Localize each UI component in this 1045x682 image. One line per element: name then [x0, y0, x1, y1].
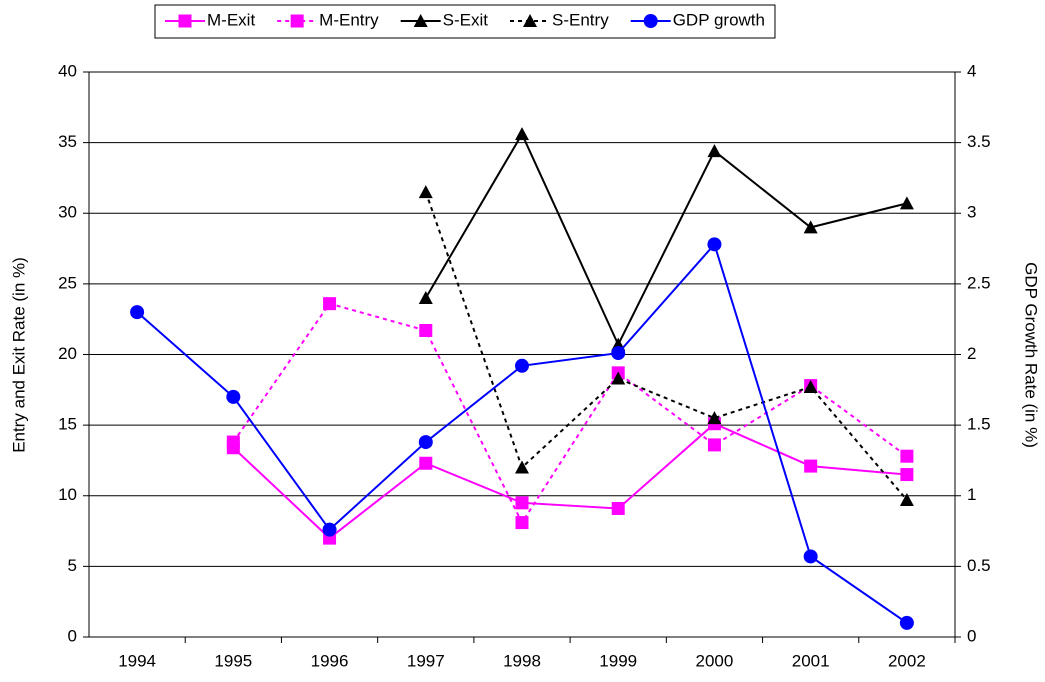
- legend: M-Exit M-Entry S-Exit S-Entry GDP growth: [154, 4, 776, 39]
- marker: [803, 220, 818, 234]
- x-tick-label: 1998: [503, 651, 541, 670]
- y-tick-label: 5: [68, 556, 77, 575]
- x-tick-label: 2001: [792, 651, 830, 670]
- marker: [413, 14, 428, 27]
- marker: [611, 371, 626, 385]
- x-tick-label: 1995: [214, 651, 252, 670]
- legend-label: S-Exit: [443, 10, 489, 29]
- x-tick-label: 1999: [599, 651, 637, 670]
- legend-label: S-Entry: [552, 10, 609, 29]
- marker: [419, 323, 433, 337]
- marker: [707, 411, 722, 425]
- y-tick-label: 25: [58, 273, 77, 292]
- y2-axis-label: GDP Growth Rate (in %): [1022, 262, 1041, 448]
- y-tick-label: 20: [58, 344, 77, 363]
- series-line: [232, 422, 907, 540]
- marker: [611, 346, 626, 361]
- marker: [418, 185, 433, 199]
- marker: [130, 305, 145, 320]
- y-tick-label: 0: [68, 626, 77, 645]
- y2-tick-label: 0: [967, 626, 976, 645]
- y2-tick-label: 3.5: [967, 132, 991, 151]
- marker: [515, 496, 529, 510]
- marker: [418, 291, 433, 304]
- y2-tick-label: 1.5: [967, 415, 991, 434]
- marker: [515, 358, 529, 373]
- y2-tick-label: 2: [967, 344, 976, 363]
- x-tick-label: 2000: [696, 651, 734, 670]
- marker: [419, 456, 433, 470]
- legend-box: [154, 4, 776, 39]
- series-line: [424, 191, 908, 501]
- x-tick-label: 1997: [407, 651, 445, 670]
- marker: [226, 435, 240, 449]
- marker: [226, 389, 241, 404]
- marker: [515, 127, 529, 141]
- marker: [900, 449, 914, 463]
- y2-tick-label: 0.5: [967, 556, 991, 575]
- legend-label: GDP growth: [673, 10, 765, 29]
- y2-tick-label: 3: [967, 203, 976, 222]
- legend-label: M-Exit: [207, 10, 255, 29]
- y-tick-label: 40: [58, 61, 77, 80]
- legend-label: M-Entry: [319, 10, 379, 29]
- marker: [643, 14, 658, 28]
- marker: [322, 522, 337, 537]
- marker: [418, 435, 433, 450]
- marker: [899, 492, 914, 506]
- y-axis-label: Entry and Exit Rate (in %): [9, 257, 28, 453]
- marker: [611, 501, 625, 515]
- marker: [178, 14, 192, 28]
- marker: [290, 14, 304, 28]
- marker: [323, 297, 337, 311]
- marker: [804, 459, 818, 473]
- marker: [900, 468, 914, 482]
- y2-tick-label: 4: [967, 61, 976, 80]
- y-tick-label: 35: [58, 132, 77, 151]
- x-tick-label: 1996: [311, 651, 349, 670]
- marker: [899, 615, 914, 630]
- y-tick-label: 30: [58, 203, 77, 222]
- x-tick-label: 2002: [888, 651, 926, 670]
- marker: [707, 438, 721, 452]
- y2-tick-label: 2.5: [967, 273, 991, 292]
- marker: [899, 196, 914, 210]
- marker: [707, 144, 722, 158]
- marker: [707, 237, 722, 252]
- y-tick-label: 10: [58, 485, 77, 504]
- marker: [515, 516, 529, 530]
- marker: [523, 14, 538, 27]
- marker: [515, 460, 529, 474]
- marker: [803, 379, 818, 393]
- y2-tick-label: 1: [967, 485, 976, 504]
- series-line: [424, 131, 908, 347]
- y-tick-label: 15: [58, 415, 77, 434]
- marker: [803, 549, 818, 564]
- series-line: [232, 302, 908, 525]
- x-tick-label: 1994: [118, 651, 156, 670]
